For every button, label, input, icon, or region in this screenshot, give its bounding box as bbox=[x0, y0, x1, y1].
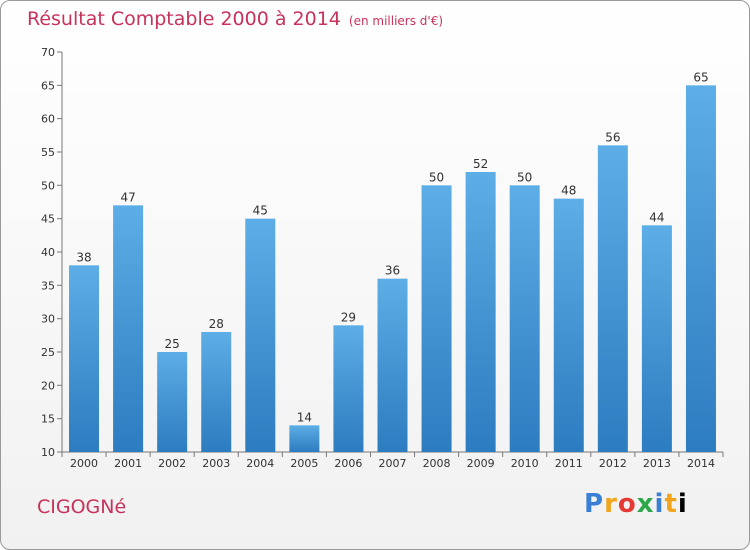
bar bbox=[333, 325, 364, 452]
logo-letter: t bbox=[664, 489, 678, 519]
bar bbox=[113, 205, 144, 452]
chart-bars bbox=[69, 85, 716, 453]
bar-value-label: 50 bbox=[429, 170, 444, 184]
chart-title-text: Résultat Comptable 2000 à 2014 bbox=[27, 8, 341, 30]
y-tick-label: 15 bbox=[41, 413, 55, 426]
bar bbox=[465, 172, 496, 452]
y-tick-label: 60 bbox=[41, 113, 55, 126]
logo-letter: r bbox=[604, 489, 618, 519]
bar-value-label: 44 bbox=[649, 210, 664, 224]
logo-letter: x bbox=[636, 489, 655, 519]
bar-value-label: 25 bbox=[165, 337, 180, 351]
bar-value-label: 56 bbox=[605, 130, 620, 144]
x-tick-label: 2006 bbox=[334, 457, 362, 470]
bar bbox=[553, 198, 584, 452]
y-tick-label: 70 bbox=[41, 46, 55, 59]
x-tick-label: 2001 bbox=[114, 457, 142, 470]
chart-data-labels: 38 47 25 28 45 14 29 36 50 52 50 48 56 44 65 bbox=[76, 70, 708, 424]
x-tick-label: 2012 bbox=[599, 457, 627, 470]
bar-value-label: 47 bbox=[120, 190, 135, 204]
y-tick-label: 45 bbox=[41, 213, 55, 226]
x-tick-label: 2004 bbox=[246, 457, 274, 470]
bar-value-label: 52 bbox=[473, 157, 488, 171]
x-tick-label: 2010 bbox=[511, 457, 539, 470]
y-tick-label: 50 bbox=[41, 179, 55, 192]
bar-value-label: 45 bbox=[253, 204, 268, 218]
y-tick-label: 20 bbox=[41, 379, 55, 392]
town-name: CIGOGNé bbox=[37, 496, 127, 518]
y-tick-label: 65 bbox=[41, 79, 55, 92]
y-tick-label: 10 bbox=[41, 446, 55, 459]
bar bbox=[377, 278, 408, 452]
chart-title: Résultat Comptable 2000 à 2014 (en millie… bbox=[27, 8, 443, 30]
bar bbox=[289, 425, 320, 452]
bar bbox=[641, 225, 672, 452]
bar-value-label: 38 bbox=[76, 250, 91, 264]
bar-value-label: 36 bbox=[385, 264, 400, 278]
bar-value-label: 48 bbox=[561, 184, 576, 198]
x-tick-label: 2013 bbox=[643, 457, 671, 470]
logo-letter: P bbox=[584, 489, 605, 519]
bar bbox=[201, 332, 232, 452]
chart-subtitle: (en milliers d'€) bbox=[348, 14, 444, 28]
bar bbox=[157, 352, 188, 452]
x-tick-label: 2002 bbox=[158, 457, 186, 470]
x-tick-label: 2003 bbox=[202, 457, 230, 470]
y-tick-label: 55 bbox=[41, 146, 55, 159]
y-tick-label: 35 bbox=[41, 279, 55, 292]
bar-value-label: 65 bbox=[693, 70, 708, 84]
x-tick-label: 2011 bbox=[555, 457, 583, 470]
bar bbox=[685, 85, 716, 452]
bar-value-label: 28 bbox=[209, 317, 224, 331]
proxiti-logo: Proxiti bbox=[584, 489, 688, 519]
y-tick-label: 25 bbox=[41, 346, 55, 359]
bar-value-label: 29 bbox=[341, 310, 356, 324]
y-tick-label: 40 bbox=[41, 246, 55, 259]
x-tick-label: 2000 bbox=[70, 457, 98, 470]
logo-letter: o bbox=[617, 489, 637, 519]
x-tick-label: 2009 bbox=[467, 457, 495, 470]
logo-letter: i bbox=[654, 489, 665, 519]
x-tick-label: 2007 bbox=[379, 457, 407, 470]
bar bbox=[421, 185, 452, 453]
bar bbox=[245, 218, 276, 452]
bar bbox=[509, 185, 540, 453]
bar bbox=[69, 265, 100, 452]
bar-value-label: 14 bbox=[297, 410, 312, 424]
bar-value-label: 50 bbox=[517, 170, 532, 184]
y-tick-label: 30 bbox=[41, 313, 55, 326]
x-tick-label: 2014 bbox=[687, 457, 715, 470]
logo-letter: i bbox=[677, 489, 688, 519]
bar bbox=[597, 145, 628, 453]
x-tick-label: 2008 bbox=[423, 457, 451, 470]
x-tick-label: 2005 bbox=[290, 457, 318, 470]
